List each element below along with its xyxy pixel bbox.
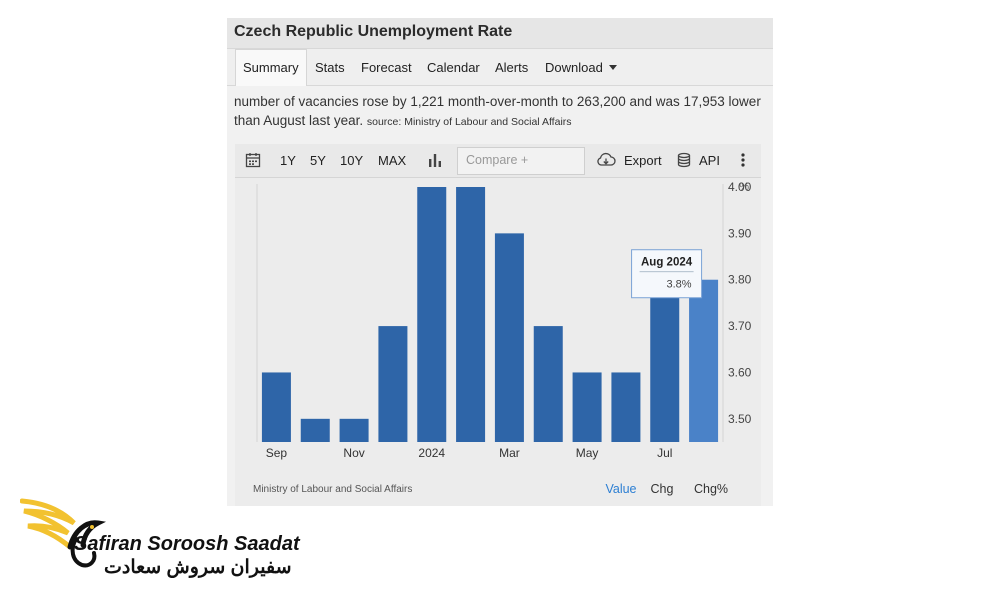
footer-tab-chg[interactable]: Chg bbox=[651, 482, 674, 496]
page-title: Czech Republic Unemployment Rate bbox=[234, 23, 513, 40]
bar bbox=[261, 372, 291, 442]
tooltip-label: Aug 2024 bbox=[641, 257, 693, 269]
compare-input[interactable]: Compare + bbox=[457, 147, 585, 175]
swallow-logo-icon bbox=[20, 498, 106, 568]
y-tick-label: 3.70 bbox=[728, 319, 752, 333]
tab-download[interactable]: Download bbox=[545, 60, 617, 75]
bar bbox=[300, 418, 330, 442]
bar bbox=[572, 372, 602, 442]
x-tick-label: Nov bbox=[343, 446, 364, 460]
bar bbox=[650, 279, 680, 442]
bar bbox=[456, 187, 486, 442]
caret-down-icon bbox=[608, 65, 617, 70]
brand-name-fa: سفیران سروش سعادت bbox=[104, 557, 292, 578]
bar bbox=[611, 372, 641, 442]
chart-toolbar: 1Y 5Y 10Y MAX Compare + Export bbox=[235, 144, 761, 178]
bar bbox=[689, 279, 719, 442]
unemployment-panel: Czech Republic Unemployment Rate Summary… bbox=[227, 18, 773, 506]
y-tick-label: 3.80 bbox=[728, 273, 752, 287]
description-text: number of vacancies rose by 1,221 month-… bbox=[234, 94, 761, 128]
title-bar: Czech Republic Unemployment Rate bbox=[227, 18, 773, 49]
api-button[interactable]: API bbox=[699, 153, 720, 168]
brand-name-en: Safiran Soroosh Saadat bbox=[74, 533, 300, 555]
tab-stats[interactable]: Stats bbox=[315, 60, 345, 75]
description-source: source: Ministry of Labour and Social Af… bbox=[366, 116, 572, 128]
export-button[interactable]: Export bbox=[624, 153, 662, 168]
bar bbox=[417, 187, 447, 442]
bar bbox=[378, 326, 408, 442]
chart-source-label: Ministry of Labour and Social Affairs bbox=[253, 484, 412, 495]
range-5y-button[interactable]: 5Y bbox=[310, 153, 326, 168]
tab-download-label: Download bbox=[545, 60, 603, 75]
plot-area bbox=[257, 184, 723, 442]
y-unit-label: % bbox=[739, 181, 749, 193]
tab-calendar[interactable]: Calendar bbox=[427, 60, 480, 75]
y-tick-label: 3.60 bbox=[728, 365, 752, 379]
tab-bar: Summary Stats Forecast Calendar Alerts D… bbox=[227, 49, 773, 86]
range-1y-button[interactable]: 1Y bbox=[280, 153, 296, 168]
calendar-icon[interactable] bbox=[245, 152, 261, 168]
x-tick-label: May bbox=[576, 446, 599, 460]
bar-chart-icon[interactable] bbox=[427, 152, 443, 168]
database-icon[interactable] bbox=[676, 152, 692, 168]
bar bbox=[339, 418, 369, 442]
x-tick-label: Mar bbox=[499, 446, 520, 460]
tab-summary[interactable]: Summary bbox=[235, 49, 307, 86]
x-tick-label: Jul bbox=[657, 446, 672, 460]
cloud-download-icon[interactable] bbox=[596, 152, 616, 168]
x-tick-label: Sep bbox=[266, 446, 288, 460]
footer-tab-chg-pct[interactable]: Chg% bbox=[694, 482, 728, 496]
range-10y-button[interactable]: 10Y bbox=[340, 153, 364, 168]
more-vertical-icon[interactable] bbox=[735, 152, 751, 168]
range-max-button[interactable]: MAX bbox=[378, 153, 407, 168]
bar bbox=[494, 233, 524, 442]
bar bbox=[533, 326, 563, 442]
y-tick-label: 4.00 bbox=[728, 180, 752, 194]
tab-forecast[interactable]: Forecast bbox=[361, 60, 412, 75]
tooltip-value: 3.8% bbox=[667, 279, 692, 291]
y-tick-label: 3.50 bbox=[728, 412, 752, 426]
tab-alerts[interactable]: Alerts bbox=[495, 60, 529, 75]
y-tick-label: 3.90 bbox=[728, 226, 752, 240]
x-tick-label: 2024 bbox=[418, 446, 445, 460]
chart-container: 1Y 5Y 10Y MAX Compare + Export bbox=[235, 144, 761, 506]
description: number of vacancies rose by 1,221 month-… bbox=[234, 92, 770, 132]
footer-tab-value[interactable]: Value bbox=[605, 482, 636, 496]
tooltip-box bbox=[631, 249, 703, 299]
bar-chart: %4.00 3.90 3.80 3.70 3.60 3.50 Sep Nov 2024 Mar Ma… bbox=[253, 180, 752, 496]
compare-placeholder: Compare + bbox=[466, 153, 529, 167]
